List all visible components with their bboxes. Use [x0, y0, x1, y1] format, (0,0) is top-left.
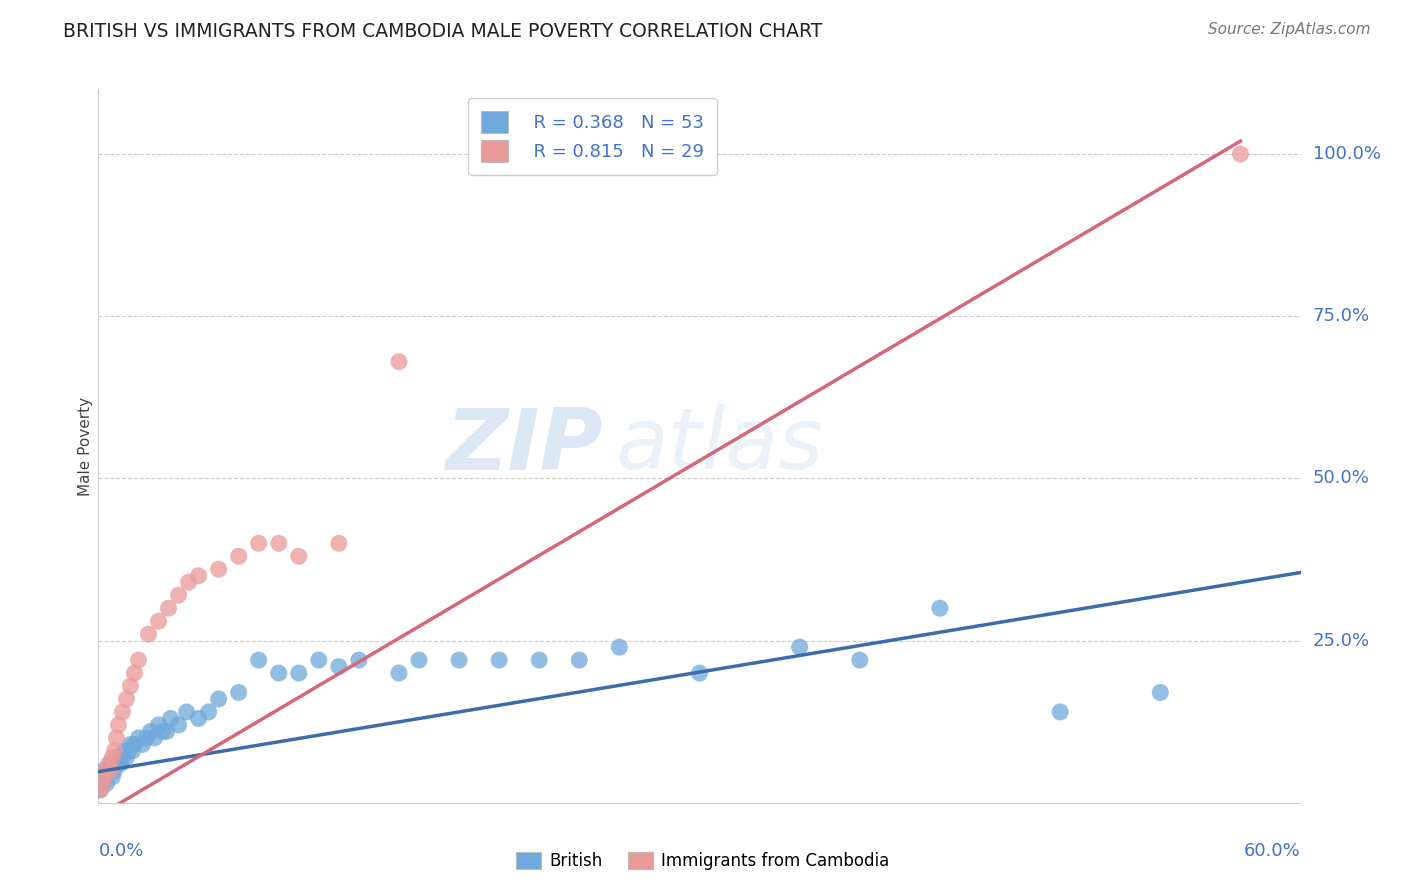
Point	[128, 653, 150, 667]
Point	[328, 536, 350, 550]
Point	[105, 731, 128, 745]
Point	[267, 536, 290, 550]
Point	[124, 738, 146, 752]
Text: 50.0%: 50.0%	[1313, 469, 1369, 487]
Point	[1149, 685, 1171, 699]
Point	[93, 764, 115, 778]
Point	[96, 776, 118, 790]
Point	[91, 776, 114, 790]
Point	[105, 756, 128, 771]
Point	[208, 692, 231, 706]
Point	[148, 614, 170, 628]
Point	[167, 718, 190, 732]
Point	[347, 653, 370, 667]
Point	[101, 770, 124, 784]
Text: 75.0%: 75.0%	[1313, 307, 1369, 326]
Point	[388, 354, 411, 368]
Point	[91, 776, 114, 790]
Point	[157, 601, 180, 615]
Point	[128, 731, 150, 745]
Point	[100, 764, 122, 778]
Point	[447, 653, 470, 667]
Point	[152, 724, 174, 739]
Point	[609, 640, 631, 654]
Point	[208, 562, 231, 576]
Point	[114, 744, 136, 758]
Point	[138, 627, 160, 641]
Point	[187, 711, 209, 725]
Point	[100, 756, 122, 771]
Point	[197, 705, 219, 719]
Point	[117, 744, 139, 758]
Point	[176, 705, 198, 719]
Point	[177, 575, 200, 590]
Text: ZIP: ZIP	[446, 404, 603, 488]
Point	[159, 711, 181, 725]
Point	[228, 549, 250, 564]
Point	[789, 640, 811, 654]
Point	[135, 731, 157, 745]
Point	[124, 666, 146, 681]
Point	[247, 653, 270, 667]
Point	[97, 764, 120, 778]
Point	[148, 718, 170, 732]
Point	[167, 588, 190, 602]
Point	[1229, 147, 1251, 161]
Legend:   R = 0.368   N = 53,   R = 0.815   N = 29: R = 0.368 N = 53, R = 0.815 N = 29	[468, 98, 717, 175]
Point	[107, 718, 129, 732]
Point	[101, 750, 124, 764]
Point	[139, 724, 162, 739]
Point	[121, 744, 143, 758]
Text: atlas: atlas	[616, 404, 824, 488]
Point	[529, 653, 551, 667]
Point	[143, 731, 166, 745]
Point	[187, 568, 209, 582]
Text: 100.0%: 100.0%	[1313, 145, 1381, 163]
Point	[89, 782, 111, 797]
Point	[388, 666, 411, 681]
Point	[408, 653, 430, 667]
Point	[1049, 705, 1071, 719]
Point	[97, 756, 120, 771]
Point	[120, 738, 142, 752]
Text: Source: ZipAtlas.com: Source: ZipAtlas.com	[1208, 22, 1371, 37]
Point	[288, 549, 311, 564]
Point	[288, 666, 311, 681]
Point	[328, 659, 350, 673]
Point	[111, 750, 134, 764]
Point	[155, 724, 177, 739]
Point	[93, 770, 115, 784]
Point	[488, 653, 510, 667]
Point	[568, 653, 591, 667]
Legend: British, Immigrants from Cambodia: British, Immigrants from Cambodia	[510, 845, 896, 877]
Y-axis label: Male Poverty: Male Poverty	[77, 396, 93, 496]
Point	[120, 679, 142, 693]
Point	[228, 685, 250, 699]
Text: 25.0%: 25.0%	[1313, 632, 1369, 649]
Point	[131, 738, 153, 752]
Point	[110, 756, 132, 771]
Point	[267, 666, 290, 681]
Point	[96, 764, 118, 778]
Point	[688, 666, 710, 681]
Text: 60.0%: 60.0%	[1244, 842, 1301, 860]
Point	[115, 692, 138, 706]
Point	[103, 764, 125, 778]
Point	[89, 782, 111, 797]
Point	[111, 705, 134, 719]
Point	[308, 653, 330, 667]
Point	[107, 750, 129, 764]
Point	[93, 770, 115, 784]
Point	[929, 601, 952, 615]
Point	[103, 744, 125, 758]
Point	[115, 750, 138, 764]
Text: BRITISH VS IMMIGRANTS FROM CAMBODIA MALE POVERTY CORRELATION CHART: BRITISH VS IMMIGRANTS FROM CAMBODIA MALE…	[63, 22, 823, 41]
Text: 0.0%: 0.0%	[98, 842, 143, 860]
Point	[247, 536, 270, 550]
Point	[849, 653, 872, 667]
